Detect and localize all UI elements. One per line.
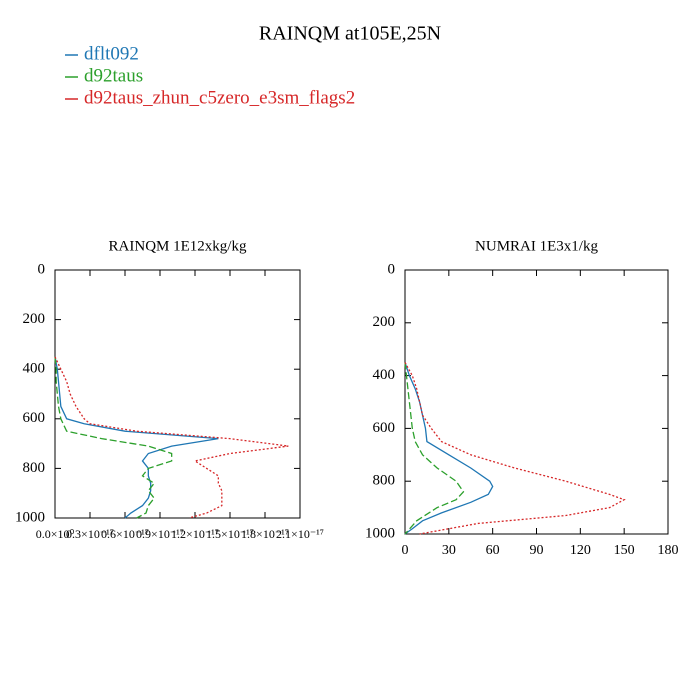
x-tick-label: 30 xyxy=(442,543,456,558)
data-line xyxy=(54,356,289,519)
x-tick-label: 1.5×10⁻¹⁷ xyxy=(206,527,254,541)
panel-title: RAINQM 1E12xkg/kg xyxy=(109,238,247,254)
x-tick-label: 1.8×10⁻¹⁷ xyxy=(241,527,289,541)
y-tick-label: 400 xyxy=(373,367,396,383)
y-tick-label: 200 xyxy=(373,314,396,330)
plot-frame xyxy=(404,269,669,535)
y-tick-label: 0 xyxy=(388,261,396,277)
y-tick-label: 800 xyxy=(373,473,396,489)
y-tick-label: 0 xyxy=(38,261,46,277)
data-line xyxy=(54,356,219,519)
panel-title: NUMRAI 1E3x1/kg xyxy=(475,238,598,254)
data-line xyxy=(54,356,173,519)
y-tick-label: 600 xyxy=(23,410,46,426)
x-tick-label: 0.0×10⁰ xyxy=(36,527,75,541)
x-tick-label: 0.3×10⁻¹⁷ xyxy=(66,527,114,541)
x-tick-label: 150 xyxy=(614,543,635,558)
y-tick-label: 400 xyxy=(23,361,46,377)
legend-label: d92taus xyxy=(84,65,143,86)
x-tick-label: 90 xyxy=(530,543,544,558)
y-tick-label: 800 xyxy=(23,460,46,476)
legend-label: d92taus_zhun_c5zero_e3sm_flags2 xyxy=(84,87,355,108)
data-line xyxy=(404,362,494,535)
plot-frame xyxy=(54,269,301,519)
x-tick-label: 0 xyxy=(402,543,409,558)
y-tick-label: 1000 xyxy=(365,525,395,541)
y-tick-label: 600 xyxy=(373,420,396,436)
x-tick-label: 60 xyxy=(486,543,500,558)
main-title: RAINQM at105E,25N xyxy=(259,23,441,45)
x-tick-label: 2.1×10⁻¹⁷ xyxy=(276,527,324,541)
legend-label: dflt092 xyxy=(84,43,139,64)
x-tick-label: 1.2×10⁻¹⁷ xyxy=(171,527,219,541)
x-tick-label: 180 xyxy=(658,543,679,558)
y-tick-label: 200 xyxy=(23,311,46,327)
x-tick-label: 0.9×10⁻¹⁷ xyxy=(136,527,184,541)
data-line xyxy=(404,362,465,535)
x-tick-label: 120 xyxy=(570,543,591,558)
y-tick-label: 1000 xyxy=(15,509,45,525)
x-tick-label: 0.6×10⁻¹⁷ xyxy=(101,527,149,541)
